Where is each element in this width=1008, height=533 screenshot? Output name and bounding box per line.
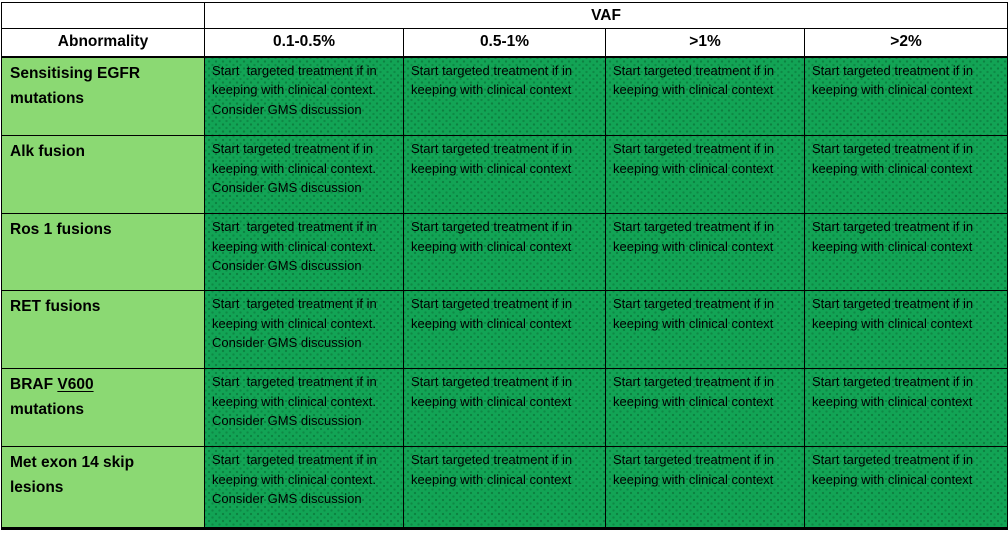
vaf-header: VAF <box>203 2 1008 29</box>
treatment-cell: Start targeted treatment if in keeping w… <box>204 56 404 136</box>
row-label-braf: BRAF V600 mutations <box>1 368 205 447</box>
treatment-cell: Start targeted treatment if in keeping w… <box>803 213 1008 291</box>
treatment-cell: Start targeted treatment if in keeping w… <box>204 446 404 529</box>
treatment-cell: Start targeted treatment if in keeping w… <box>204 368 404 447</box>
corner-cell <box>1 2 205 29</box>
treatment-cell: Start targeted treatment if in keeping w… <box>403 135 606 214</box>
column-header-0-5-1: 0.5-1% <box>403 28 606 58</box>
table-row-ret: RET fusions Start targeted treatment if … <box>1 290 1008 369</box>
treatment-cell: Start targeted treatment if in keeping w… <box>605 368 805 447</box>
table-row-ros1: Ros 1 fusions Start targeted treatment i… <box>1 213 1008 291</box>
table-row-met: Met exon 14 skip lesions Start targeted … <box>1 446 1008 529</box>
treatment-cell: Start targeted treatment if in keeping w… <box>803 56 1008 136</box>
treatment-cell: Start targeted treatment if in keeping w… <box>403 290 606 369</box>
treatment-cell: Start targeted treatment if in keeping w… <box>803 368 1008 447</box>
treatment-cell: Start targeted treatment if in keeping w… <box>605 290 805 369</box>
treatment-cell: Start targeted treatment if in keeping w… <box>605 135 805 214</box>
row-label-met: Met exon 14 skip lesions <box>1 446 205 529</box>
table-row-alk: Alk fusion Start targeted treatment if i… <box>1 135 1008 214</box>
treatment-cell: Start targeted treatment if in keeping w… <box>403 368 606 447</box>
row-label-ros1: Ros 1 fusions <box>1 213 205 291</box>
row-label-egfr: Sensitising EGFR mutations <box>1 56 205 136</box>
vaf-header-row: VAF <box>1 2 1008 29</box>
column-header-row: Abnormality 0.1-0.5% 0.5-1% >1% >2% <box>1 28 1008 58</box>
treatment-cell: Start targeted treatment if in keeping w… <box>605 213 805 291</box>
treatment-cell: Start targeted treatment if in keeping w… <box>403 56 606 136</box>
braf-label-prefix: BRAF <box>10 376 58 393</box>
treatment-cell: Start targeted treatment if in keeping w… <box>605 56 805 136</box>
table-row-braf: BRAF V600 mutations Start targeted treat… <box>1 368 1008 447</box>
abnormality-header: Abnormality <box>1 28 205 58</box>
treatment-cell: Start targeted treatment if in keeping w… <box>204 213 404 291</box>
row-label-alk: Alk fusion <box>1 135 205 214</box>
treatment-cell: Start targeted treatment if in keeping w… <box>403 213 606 291</box>
treatment-cell: Start targeted treatment if in keeping w… <box>803 135 1008 214</box>
table-row-egfr: Sensitising EGFR mutations Start targete… <box>1 56 1008 136</box>
braf-v600-underlined: V600 <box>57 376 94 393</box>
treatment-cell: Start targeted treatment if in keeping w… <box>204 290 404 369</box>
treatment-cell: Start targeted treatment if in keeping w… <box>204 135 404 214</box>
braf-label-suffix: mutations <box>10 401 85 418</box>
column-header-0-1-0-5: 0.1-0.5% <box>204 28 404 58</box>
treatment-cell: Start targeted treatment if in keeping w… <box>803 290 1008 369</box>
column-header-gt2: >2% <box>803 28 1008 58</box>
treatment-cell: Start targeted treatment if in keeping w… <box>605 446 805 529</box>
row-label-ret: RET fusions <box>1 290 205 369</box>
treatment-cell: Start targeted treatment if in keeping w… <box>803 446 1008 529</box>
treatment-cell: Start targeted treatment if in keeping w… <box>403 446 606 529</box>
column-header-gt1: >1% <box>605 28 805 58</box>
